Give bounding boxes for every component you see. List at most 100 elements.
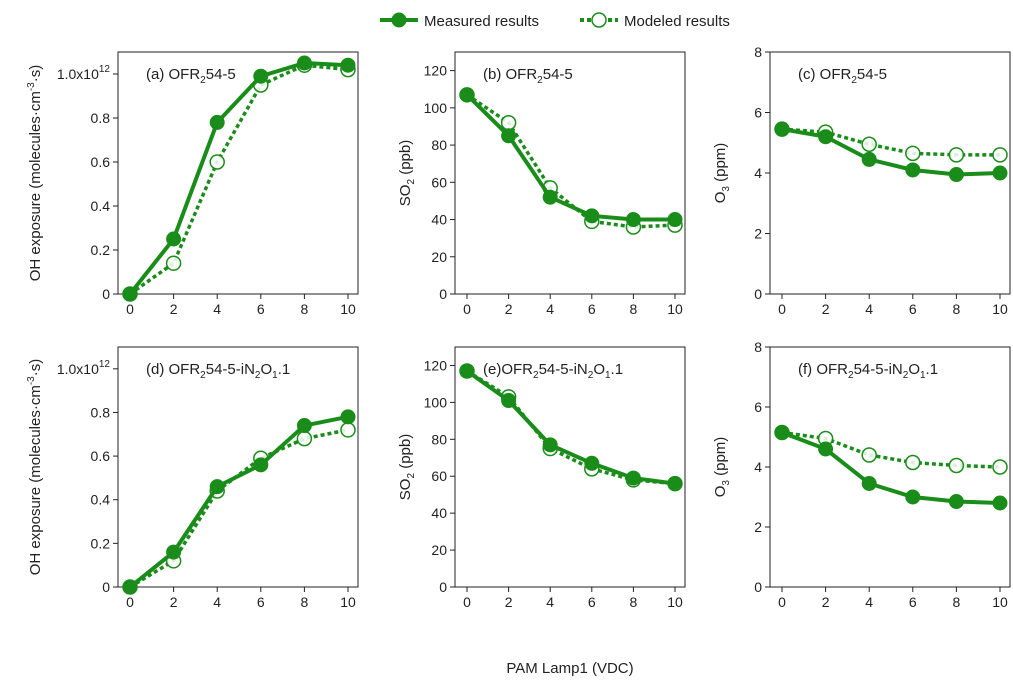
measured-data-point (625, 212, 641, 228)
x-tick-label: 10 (340, 594, 356, 610)
modeled-data-point (500, 114, 517, 131)
x-tick-label: 0 (126, 301, 134, 317)
measured-data-point (861, 151, 877, 167)
modeled-data-point (861, 136, 877, 153)
modeled-data-point (296, 430, 313, 447)
measured-data-point (584, 455, 600, 471)
plot-frame (454, 51, 686, 295)
measured-data-point (861, 476, 877, 491)
x-tick-label: 0 (463, 594, 471, 610)
x-tick-label: 4 (865, 594, 873, 610)
measured-data-point (818, 441, 834, 457)
measured-data-point (542, 437, 558, 453)
measured-data-point (296, 55, 312, 71)
x-tick-label: 10 (667, 594, 683, 610)
measured-data-point (542, 189, 558, 205)
x-tick-label: 6 (588, 594, 596, 610)
x-tick-label: 10 (340, 301, 356, 317)
x-tick-label: 4 (865, 301, 873, 317)
y-tick-label: 0 (439, 579, 447, 595)
y-tick-label: 4 (754, 459, 762, 475)
measured-data-point (667, 476, 683, 492)
x-tick-label: 8 (301, 594, 309, 610)
modeled-data-point (948, 457, 965, 474)
y-tick-label: 6 (754, 105, 762, 121)
y-tick-label: 0.2 (91, 535, 111, 551)
y-axis-label: OH exposure (molecules·cm-3·s) (26, 359, 44, 575)
y-tick-label: 0.4 (91, 492, 111, 508)
y-tick-label: 100 (424, 100, 448, 116)
y-tick-label: 0 (102, 286, 110, 302)
measured-data-point (625, 470, 641, 486)
measured-data-point (501, 128, 517, 144)
x-tick-label: 4 (546, 594, 554, 610)
x-tick-label: 0 (778, 301, 786, 317)
measured-series-line (781, 430, 1001, 505)
y-axis-label: O3 (ppm) (712, 437, 732, 498)
modeled-data-point (992, 147, 1008, 163)
modeled-data-point (165, 255, 182, 271)
modeled-data-point (861, 447, 877, 463)
measured-data-point (992, 165, 1008, 181)
modeled-series-line (466, 369, 676, 486)
y-tick-label: 60 (431, 468, 447, 484)
x-tick-label: 8 (630, 594, 638, 610)
y-tick-label: 20 (431, 542, 447, 558)
plot-frame (454, 346, 686, 588)
y-tick-label: 8 (754, 44, 762, 60)
x-tick-label: 2 (505, 301, 513, 317)
measured-series-line (781, 127, 1001, 177)
y-tick-label: 0 (754, 579, 762, 595)
x-tick-label: 4 (213, 301, 221, 317)
legend-modeled-marker (591, 12, 607, 28)
measured-data-point (948, 494, 964, 509)
y-tick-label: 2 (754, 226, 762, 242)
legend: Measured results Modeled results (380, 12, 730, 30)
x-tick-label: 8 (630, 301, 638, 317)
measured-data-point (818, 129, 834, 145)
panel-label: (a) OFR254-5 (146, 66, 236, 86)
x-tick-label: 2 (822, 594, 830, 610)
y-tick-label: 0 (102, 579, 110, 595)
x-tick-label: 6 (909, 301, 917, 317)
measured-data-point (296, 418, 312, 434)
measured-series-line (128, 414, 349, 589)
modeled-data-point (992, 459, 1008, 475)
y-tick-label: 2 (754, 519, 762, 535)
measured-series-line (128, 60, 349, 296)
measured-data-point (905, 489, 921, 505)
measured-data-point (166, 544, 182, 560)
measured-data-point (209, 479, 225, 495)
legend-measured-marker (391, 12, 407, 28)
y-tick-label: 4 (754, 165, 762, 181)
measured-data-point (459, 363, 475, 379)
modeled-data-point (209, 154, 225, 170)
x-tick-label: 8 (953, 594, 961, 610)
chart-panel-5: 0 20 40 60 80 100 120 0 2 4 6 8 10 SO2 (ppb) (e)OFR254… (397, 346, 686, 610)
x-tick-label: 10 (992, 594, 1008, 610)
y-axis-label: O3 (ppm) (712, 143, 732, 204)
shared-x-axis-label: PAM Lamp1 (VDC) (506, 660, 633, 677)
chart-panel-2: 0 20 40 60 80 100 120 0 2 4 6 8 10 SO2 (ppb) (b) OFR25… (397, 51, 686, 317)
measured-data-point (774, 121, 790, 137)
x-tick-label: 2 (505, 594, 513, 610)
y-axis-label: SO2 (ppb) (397, 434, 417, 500)
plot-frame (117, 51, 359, 295)
plot-frame (117, 346, 359, 588)
legend-modeled-label: Modeled results (624, 13, 730, 30)
measured-data-point (340, 409, 356, 425)
y-tick-label: 1.0x1012 (57, 64, 111, 82)
y-axis-label: SO2 (ppb) (397, 140, 417, 206)
modeled-data-point (948, 147, 965, 163)
y-tick-label: 8 (754, 339, 762, 355)
measured-series-line (465, 93, 675, 222)
x-tick-label: 2 (822, 301, 830, 317)
measured-data-point (948, 167, 964, 183)
chart-panel-4: 0 0.2 0.4 0.6 0.8 1.0x1012 0 2 4 6 8 10 OH exposure … (26, 346, 359, 610)
panel-label: (f) OFR254-5-iN2O1.1 (798, 361, 938, 381)
x-tick-label: 10 (667, 301, 683, 317)
modeled-series-line (781, 430, 1001, 469)
x-tick-label: 0 (126, 594, 134, 610)
y-tick-label: 0.4 (91, 198, 111, 214)
